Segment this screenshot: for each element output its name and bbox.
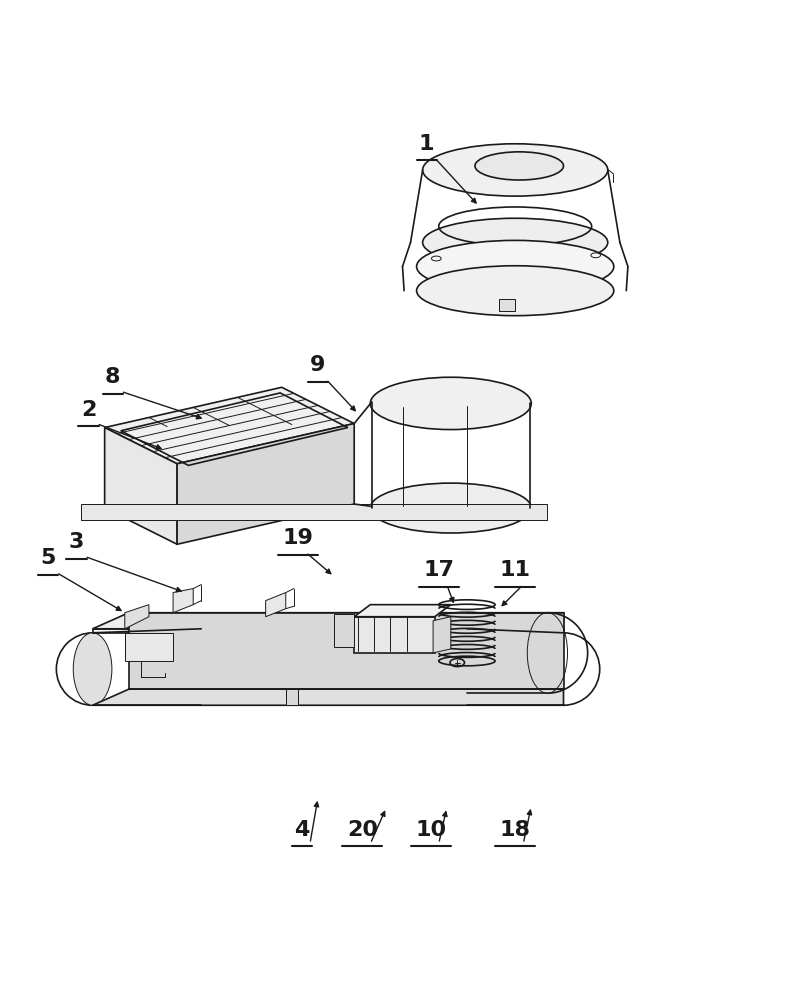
Polygon shape bbox=[125, 605, 149, 629]
Text: 5: 5 bbox=[40, 548, 56, 568]
Text: 9: 9 bbox=[310, 355, 326, 375]
Polygon shape bbox=[433, 617, 451, 653]
Ellipse shape bbox=[423, 144, 608, 196]
Text: 19: 19 bbox=[283, 528, 313, 548]
Text: 2: 2 bbox=[80, 399, 97, 420]
Polygon shape bbox=[123, 506, 133, 516]
Polygon shape bbox=[266, 593, 286, 617]
Ellipse shape bbox=[423, 218, 608, 267]
Text: 18: 18 bbox=[500, 820, 530, 840]
Polygon shape bbox=[105, 387, 354, 464]
Polygon shape bbox=[93, 689, 564, 705]
Ellipse shape bbox=[370, 483, 531, 533]
Ellipse shape bbox=[475, 152, 564, 180]
Text: 11: 11 bbox=[500, 560, 530, 580]
Ellipse shape bbox=[417, 240, 613, 293]
Ellipse shape bbox=[73, 633, 112, 705]
Polygon shape bbox=[105, 428, 177, 544]
Text: 20: 20 bbox=[347, 820, 378, 840]
Polygon shape bbox=[286, 689, 298, 705]
Polygon shape bbox=[173, 589, 193, 613]
Polygon shape bbox=[80, 504, 547, 520]
Ellipse shape bbox=[417, 266, 613, 316]
Text: 10: 10 bbox=[415, 820, 446, 840]
Polygon shape bbox=[129, 613, 564, 689]
Polygon shape bbox=[93, 629, 564, 633]
Text: 17: 17 bbox=[423, 560, 454, 580]
Polygon shape bbox=[354, 617, 435, 653]
Polygon shape bbox=[334, 614, 354, 647]
Polygon shape bbox=[499, 299, 515, 311]
Text: 4: 4 bbox=[294, 820, 310, 840]
Ellipse shape bbox=[370, 377, 531, 430]
Polygon shape bbox=[177, 424, 354, 544]
Text: 1: 1 bbox=[419, 134, 435, 154]
Polygon shape bbox=[354, 605, 451, 617]
Polygon shape bbox=[93, 613, 564, 629]
Text: 3: 3 bbox=[68, 532, 85, 552]
Polygon shape bbox=[125, 633, 173, 661]
Text: 8: 8 bbox=[105, 367, 121, 387]
